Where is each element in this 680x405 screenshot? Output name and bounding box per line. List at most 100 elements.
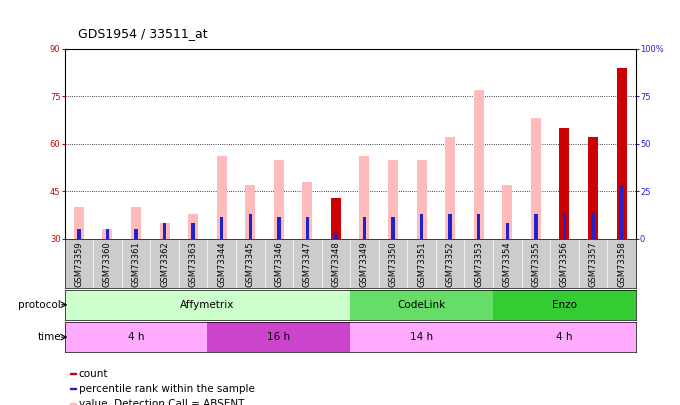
- Bar: [134, 229, 138, 239]
- Bar: [105, 229, 109, 239]
- Text: GDS1954 / 33511_at: GDS1954 / 33511_at: [78, 28, 208, 40]
- Text: GSM73353: GSM73353: [474, 241, 483, 287]
- Bar: [474, 90, 483, 239]
- Bar: [560, 128, 569, 239]
- Text: GSM73356: GSM73356: [560, 241, 569, 287]
- Bar: [65, 290, 350, 320]
- Text: GSM73345: GSM73345: [245, 241, 255, 287]
- Text: GSM73359: GSM73359: [74, 241, 84, 287]
- Text: protocol: protocol: [18, 300, 61, 310]
- Text: GSM73361: GSM73361: [131, 241, 141, 287]
- Bar: [191, 223, 195, 239]
- Bar: [305, 217, 309, 239]
- Text: GSM73346: GSM73346: [274, 241, 284, 287]
- Bar: [305, 217, 309, 239]
- Bar: [588, 137, 598, 239]
- Text: GSM73354: GSM73354: [503, 241, 512, 287]
- Bar: [591, 213, 595, 239]
- Text: Affymetrix: Affymetrix: [180, 300, 235, 310]
- Bar: [134, 229, 138, 239]
- Bar: [77, 229, 81, 239]
- Bar: [160, 223, 169, 239]
- Bar: [360, 156, 369, 239]
- Bar: [505, 223, 509, 239]
- Text: GSM73349: GSM73349: [360, 241, 369, 287]
- Bar: [220, 217, 224, 239]
- Text: GSM73350: GSM73350: [388, 241, 398, 287]
- Bar: [493, 290, 636, 320]
- Text: GSM73357: GSM73357: [588, 241, 598, 287]
- Bar: [277, 217, 281, 239]
- Text: GSM73358: GSM73358: [617, 241, 626, 287]
- Bar: [274, 160, 284, 239]
- Bar: [362, 217, 367, 239]
- Bar: [245, 185, 255, 239]
- Text: GSM73352: GSM73352: [445, 241, 455, 287]
- Bar: [191, 223, 195, 239]
- Bar: [207, 322, 350, 352]
- Text: 16 h: 16 h: [267, 332, 290, 342]
- Bar: [248, 213, 252, 239]
- Bar: [534, 213, 538, 239]
- Text: 14 h: 14 h: [410, 332, 433, 342]
- Text: value, Detection Call = ABSENT: value, Detection Call = ABSENT: [78, 399, 244, 405]
- Bar: [417, 160, 426, 239]
- Bar: [105, 229, 109, 239]
- Bar: [77, 229, 81, 239]
- Bar: [448, 213, 452, 239]
- Bar: [445, 137, 455, 239]
- Bar: [303, 182, 312, 239]
- Bar: [588, 137, 598, 239]
- Text: GSM73360: GSM73360: [103, 241, 112, 287]
- Bar: [388, 160, 398, 239]
- Text: count: count: [78, 369, 108, 379]
- Bar: [70, 388, 76, 389]
- Bar: [619, 185, 624, 239]
- Bar: [131, 207, 141, 239]
- Text: CodeLink: CodeLink: [398, 300, 445, 310]
- Text: GSM73347: GSM73347: [303, 241, 312, 287]
- Bar: [534, 213, 538, 239]
- Bar: [163, 223, 167, 239]
- Bar: [248, 213, 252, 239]
- Text: GSM73351: GSM73351: [417, 241, 426, 287]
- Text: time: time: [37, 332, 61, 342]
- Bar: [493, 322, 636, 352]
- Bar: [617, 68, 626, 239]
- Bar: [70, 403, 76, 405]
- Text: GSM73344: GSM73344: [217, 241, 226, 287]
- Text: 4 h: 4 h: [128, 332, 144, 342]
- Bar: [163, 223, 167, 239]
- Bar: [217, 156, 226, 239]
- Text: GSM73363: GSM73363: [188, 241, 198, 287]
- Bar: [74, 207, 84, 239]
- Bar: [391, 217, 395, 239]
- Bar: [331, 198, 341, 239]
- Text: percentile rank within the sample: percentile rank within the sample: [78, 384, 254, 394]
- Text: GSM73348: GSM73348: [331, 241, 341, 287]
- Text: 4 h: 4 h: [556, 332, 573, 342]
- Bar: [477, 213, 481, 239]
- Bar: [350, 322, 493, 352]
- Bar: [562, 213, 566, 239]
- Bar: [505, 223, 509, 239]
- Bar: [277, 217, 281, 239]
- Bar: [362, 217, 367, 239]
- Bar: [477, 213, 481, 239]
- Bar: [334, 232, 338, 239]
- Text: Enzo: Enzo: [552, 300, 577, 310]
- Bar: [70, 373, 76, 374]
- Bar: [420, 213, 424, 239]
- Bar: [65, 322, 207, 352]
- Bar: [420, 213, 424, 239]
- Bar: [503, 185, 512, 239]
- Bar: [103, 229, 112, 239]
- Bar: [391, 217, 395, 239]
- Text: GSM73362: GSM73362: [160, 241, 169, 287]
- Bar: [220, 217, 224, 239]
- Bar: [188, 213, 198, 239]
- Bar: [448, 213, 452, 239]
- Bar: [350, 290, 493, 320]
- Text: GSM73355: GSM73355: [531, 241, 541, 287]
- Bar: [531, 118, 541, 239]
